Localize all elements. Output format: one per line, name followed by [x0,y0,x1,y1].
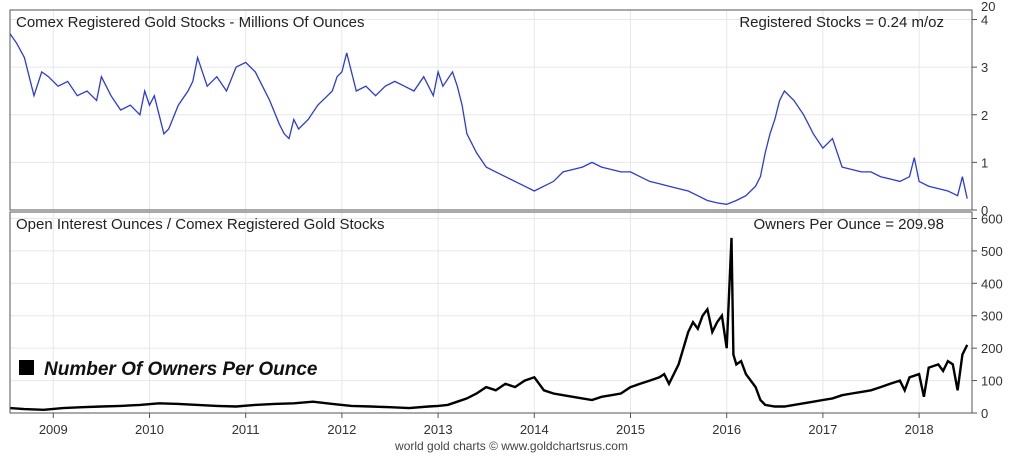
top-y-tick-label: 1 [981,155,988,170]
top-plot-area [10,10,972,210]
top-panel: 0 1 2 3 420 Comex Registered Gold Stocks - M… [9,0,995,218]
bottom-y-tick-label: 0 [981,406,988,421]
bottom-y-tick-label: 600 [981,211,1003,226]
bottom-plot-border [9,211,973,414]
x-tick-label: 2017 [808,422,837,437]
x-tick-label: 2016 [712,422,741,437]
top-y-tick-label: 0 [981,203,988,218]
top-plot-border [9,9,973,211]
top-panel-title: Comex Registered Gold Stocks - Millions … [16,14,364,31]
bottom-y-tick-label: 100 [981,374,1003,389]
top-y-tick-label: 4 [981,13,988,28]
bottom-y-tick-label: 400 [981,276,1003,291]
owners-per-ounce-series [9,237,969,412]
x-tick-label: 2013 [424,422,453,437]
top-gridlines [10,10,972,210]
x-tick-label: 2014 [520,422,549,437]
bottom-panel-annotation: Owners Per Ounce = 209.98 [753,216,944,233]
bottom-y-tick-label: 200 [981,341,1003,356]
top-y-tick-label: 3 [981,60,988,75]
registered-stocks-series [9,33,968,205]
bottom-y-tick-label: 300 [981,309,1003,324]
x-axis: 2009 2010 2011 2012 2013 2014 2015 2016 2017 2018 [39,413,934,437]
x-tick-label: 2012 [327,422,356,437]
legend-label: Number Of Owners Per Ounce [44,359,318,380]
bottom-y-tick-label: 500 [981,244,1003,259]
legend-swatch [19,360,34,375]
bottom-panel: 0 100 200 300 400 500 600 2009 2010 2011 2012 2013… [9,211,1003,437]
x-tick-label: 2009 [39,422,68,437]
x-tick-label: 2010 [135,422,164,437]
top-y-tick-label-clipped: 20 [981,0,995,14]
x-tick-label: 2018 [905,422,934,437]
x-tick-label: 2015 [616,422,645,437]
x-tick-label: 2011 [232,422,260,437]
top-panel-annotation: Registered Stocks = 0.24 m/oz [739,14,944,31]
bottom-plot-area [10,212,972,413]
source-credit: world gold charts © www.goldchartsrus.co… [395,439,628,453]
bottom-y-axis: 0 100 200 300 400 500 600 [972,211,1003,421]
bottom-panel-title: Open Interest Ounces / Comex Registered … [16,216,385,233]
bottom-gridlines [10,212,972,413]
top-y-axis: 0 1 2 3 420 [972,0,995,218]
top-y-tick-label: 2 [981,108,988,123]
